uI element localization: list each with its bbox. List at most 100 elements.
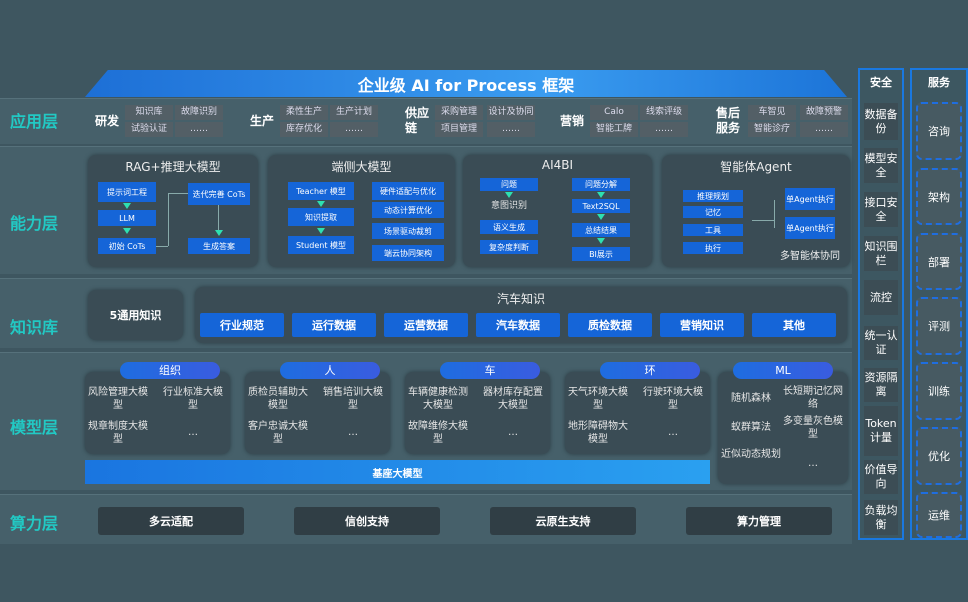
- knowledge-item[interactable]: 质检数据: [568, 313, 652, 337]
- security-item[interactable]: 数据备份: [864, 103, 898, 140]
- compute-item[interactable]: 信创支持: [294, 507, 440, 535]
- app-item[interactable]: 库存优化: [280, 122, 328, 137]
- compute-item[interactable]: 算力管理: [686, 507, 832, 535]
- app-item[interactable]: 设计及协同: [487, 105, 535, 120]
- security-item[interactable]: 价值导向: [864, 460, 898, 494]
- app-item[interactable]: 故障识别: [175, 105, 223, 120]
- model-item[interactable]: 天气环境大模型: [568, 387, 628, 411]
- service-item[interactable]: 评测: [916, 297, 962, 355]
- ability-box[interactable]: 单Agent执行: [785, 188, 835, 210]
- model-item[interactable]: 地形障碍物大模型: [568, 421, 628, 445]
- app-item[interactable]: 柔性生产: [280, 105, 328, 120]
- security-item[interactable]: 模型安全: [864, 148, 898, 183]
- model-item[interactable]: 质检员辅助大模型: [248, 387, 308, 411]
- ability-box[interactable]: 记忆: [683, 206, 743, 218]
- app-item[interactable]: ……: [330, 122, 378, 137]
- app-item[interactable]: Calo: [590, 105, 638, 120]
- service-item[interactable]: 咨询: [916, 102, 962, 160]
- app-item[interactable]: 试验认证: [125, 122, 173, 137]
- security-title: 安全: [870, 76, 892, 89]
- knowledge-item[interactable]: 营销知识: [660, 313, 744, 337]
- service-item[interactable]: 运维: [916, 492, 962, 538]
- compute-item[interactable]: 多云适配: [98, 507, 244, 535]
- ability-box[interactable]: 问题: [480, 178, 538, 191]
- app-item[interactable]: ……: [175, 122, 223, 137]
- model-item[interactable]: …: [668, 427, 678, 438]
- app-item[interactable]: 项目管理: [435, 122, 483, 137]
- security-item[interactable]: 知识围栏: [864, 236, 898, 271]
- ml-item[interactable]: 随机森林: [731, 393, 771, 404]
- app-item[interactable]: 知识库: [125, 105, 173, 120]
- ml-item[interactable]: 多变量灰色模型: [783, 416, 843, 440]
- service-item[interactable]: 架构: [916, 168, 962, 225]
- model-item[interactable]: 器材库存配置大模型: [483, 387, 543, 411]
- ability-box[interactable]: 场景驱动裁剪: [372, 223, 444, 239]
- app-item[interactable]: 生产计划: [330, 105, 378, 120]
- security-item[interactable]: 负载均衡: [864, 500, 898, 535]
- app-item[interactable]: ……: [800, 122, 848, 137]
- ability-box[interactable]: 知识提取: [288, 208, 354, 226]
- ml-item[interactable]: 蚁群算法: [731, 422, 771, 433]
- security-item[interactable]: 接口安全: [864, 192, 898, 227]
- ability-box[interactable]: 初始 CoTs: [98, 238, 156, 254]
- ability-box[interactable]: Student 模型: [288, 236, 354, 254]
- ml-item[interactable]: 长短期记忆网络: [783, 386, 843, 410]
- app-item[interactable]: 智能工牌: [590, 122, 638, 137]
- ability-box[interactable]: Text2SQL: [572, 199, 630, 213]
- security-item[interactable]: 流控: [864, 280, 898, 315]
- model-item[interactable]: …: [188, 427, 198, 438]
- ability-box[interactable]: 生成答案: [188, 238, 250, 254]
- app-item[interactable]: 车智见: [748, 105, 796, 120]
- model-item[interactable]: …: [348, 427, 358, 438]
- security-item[interactable]: Token计量: [864, 406, 898, 456]
- app-item[interactable]: ……: [487, 122, 535, 137]
- ability-box[interactable]: 执行: [683, 242, 743, 254]
- model-item[interactable]: 车辆健康检测大模型: [408, 387, 468, 411]
- app-item[interactable]: 采购管理: [435, 105, 483, 120]
- app-item[interactable]: 故障预警: [800, 105, 848, 120]
- security-item[interactable]: 统一认证: [864, 326, 898, 360]
- connector-line: [168, 193, 188, 194]
- knowledge-item[interactable]: 运营数据: [384, 313, 468, 337]
- knowledge-item[interactable]: 运行数据: [292, 313, 376, 337]
- ability-box[interactable]: Teacher 模型: [288, 182, 354, 200]
- service-item[interactable]: 部署: [916, 233, 962, 290]
- arrow-down-icon: [597, 192, 605, 198]
- arrow-down-icon: [317, 201, 325, 207]
- ml-item[interactable]: …: [808, 458, 818, 469]
- ability-box[interactable]: 总结结果: [572, 223, 630, 237]
- ml-item[interactable]: 近似动态规划: [721, 449, 781, 460]
- ability-box[interactable]: 端云协同架构: [372, 245, 444, 261]
- app-item[interactable]: ……: [640, 122, 688, 137]
- security-item[interactable]: 资源隔离: [864, 368, 898, 402]
- knowledge-item[interactable]: 行业规范: [200, 313, 284, 337]
- ability-box[interactable]: LLM: [98, 210, 156, 226]
- model-item[interactable]: 客户忠诚大模型: [248, 421, 308, 445]
- model-item[interactable]: 故障维修大模型: [408, 421, 468, 445]
- model-item[interactable]: 风险管理大模型: [88, 387, 148, 411]
- app-item[interactable]: 智能诊疗: [748, 122, 796, 137]
- ability-box[interactable]: 推理规划: [683, 190, 743, 202]
- ability-box[interactable]: 工具: [683, 224, 743, 236]
- ability-box[interactable]: 单Agent执行: [785, 217, 835, 239]
- knowledge-item[interactable]: 其他: [752, 313, 836, 337]
- model-item[interactable]: 行业标准大模型: [163, 387, 223, 411]
- model-item[interactable]: …: [508, 427, 518, 438]
- service-item[interactable]: 优化: [916, 427, 962, 485]
- ability-box[interactable]: 语义生成: [480, 220, 538, 234]
- model-item[interactable]: 规章制度大模型: [88, 421, 148, 445]
- knowledge-item[interactable]: 汽车数据: [476, 313, 560, 337]
- arrow-down-icon: [505, 192, 513, 198]
- ability-box[interactable]: 动态计算优化: [372, 202, 444, 218]
- ability-box[interactable]: 复杂度判断: [480, 240, 538, 254]
- service-item[interactable]: 训练: [916, 362, 962, 420]
- ability-box[interactable]: 提示词工程: [98, 182, 156, 202]
- compute-item[interactable]: 云原生支持: [490, 507, 636, 535]
- ability-box[interactable]: 问题分解: [572, 178, 630, 191]
- app-item[interactable]: 线索评级: [640, 105, 688, 120]
- ability-box[interactable]: 硬件适配与优化: [372, 182, 444, 200]
- model-item[interactable]: 销售培训大模型: [323, 387, 383, 411]
- ability-box[interactable]: 迭代完善 CoTs: [188, 183, 250, 205]
- model-item[interactable]: 行驶环境大模型: [643, 387, 703, 411]
- ability-box[interactable]: BI展示: [572, 247, 630, 261]
